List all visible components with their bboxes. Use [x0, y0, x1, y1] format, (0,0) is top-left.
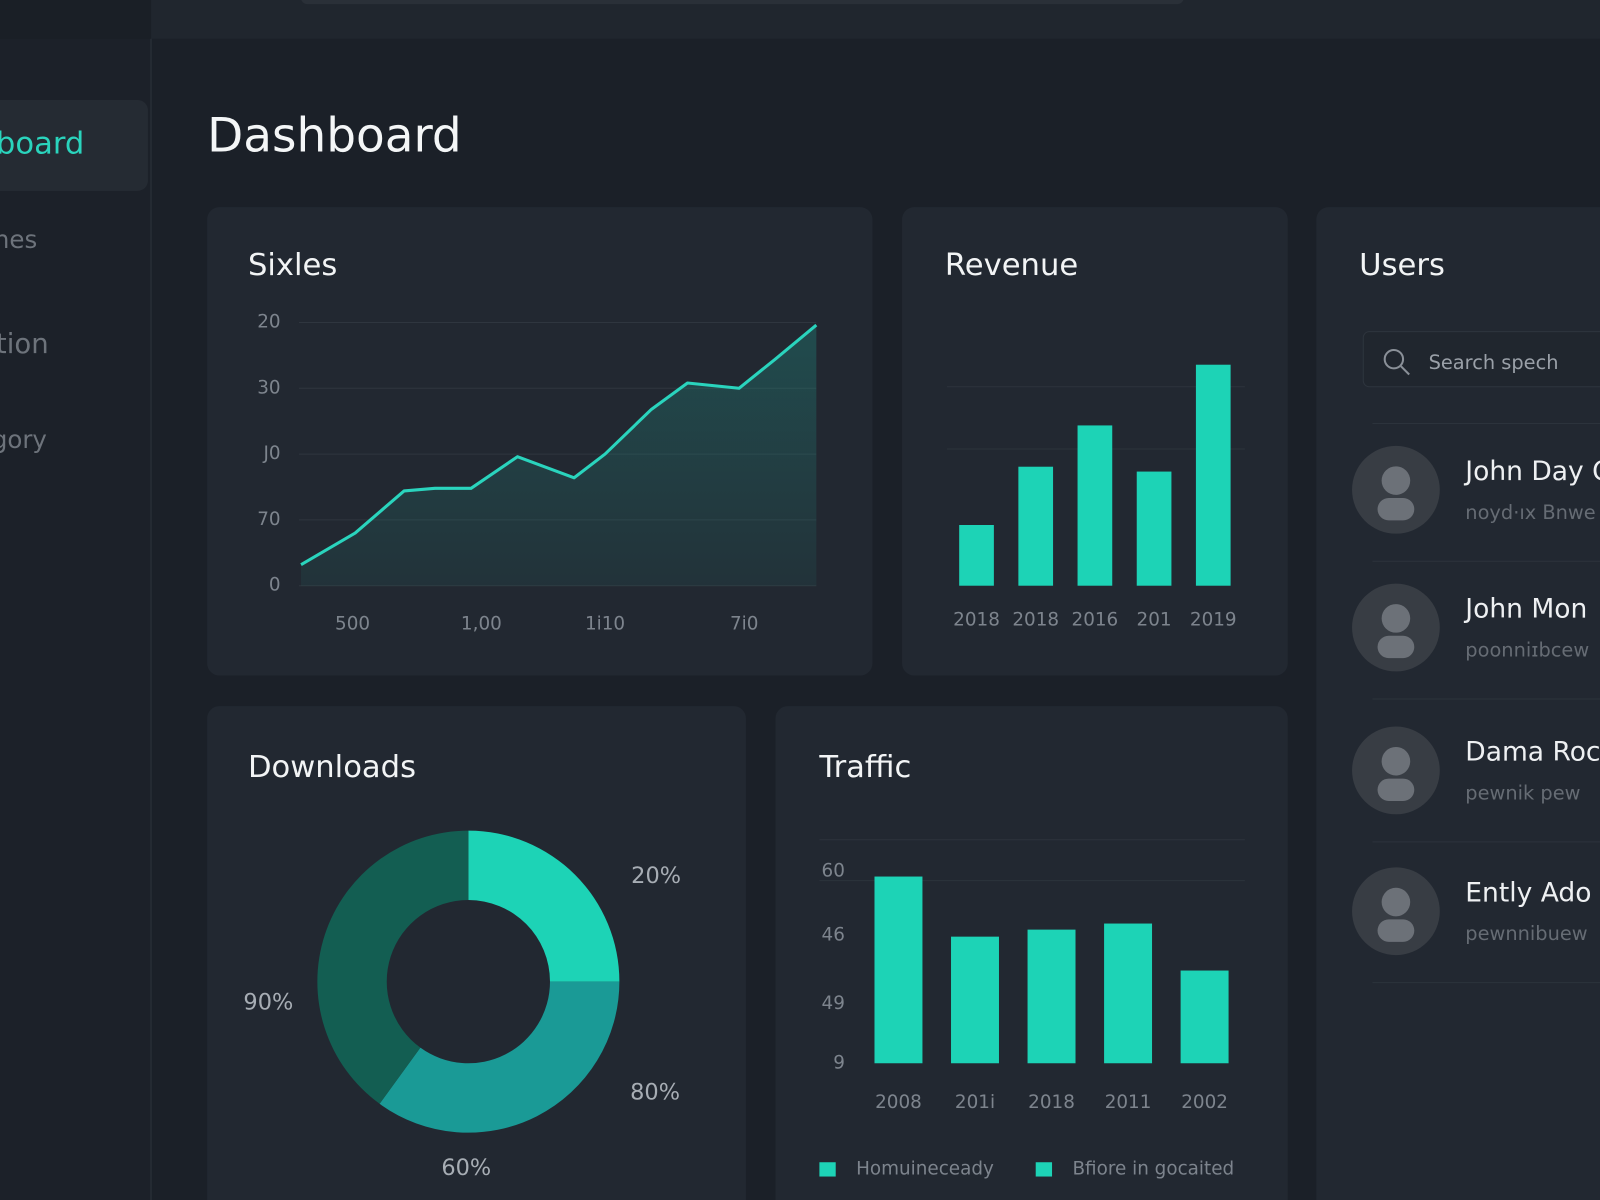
- sidebar-item[interactable]: gory: [0, 425, 47, 454]
- annotation: 20%: [631, 863, 681, 889]
- x-tick-label: 2008: [875, 1092, 922, 1113]
- bar: [874, 876, 923, 1064]
- bar: [1018, 466, 1054, 586]
- area: [301, 325, 817, 586]
- sidebar-item[interactable]: nes: [0, 225, 37, 254]
- avatar-head: [1381, 466, 1411, 495]
- x-tick-label: 1,00: [461, 613, 502, 634]
- card-title: Sixles: [248, 248, 337, 283]
- legend-swatch: [819, 1162, 836, 1177]
- avatar-head: [1381, 746, 1411, 776]
- x-tick-label: 1i10: [585, 613, 625, 634]
- y-tick-label: 0: [269, 575, 281, 596]
- y-tick-label: 49: [822, 993, 845, 1014]
- avatar-head: [1381, 887, 1411, 917]
- sidebar: [0, 0, 152, 1200]
- y-tick-label: 60: [822, 860, 845, 881]
- user-name: John Day C: [1463, 456, 1600, 487]
- legend-label: Bfiore in gocaited: [1072, 1158, 1234, 1179]
- x-tick-label: 2018: [1012, 609, 1059, 630]
- user-detail: pewnnibuew: [1465, 922, 1588, 945]
- y-tick-label: 70: [257, 509, 280, 530]
- bar: [951, 936, 999, 1064]
- user-name: John Mon: [1463, 594, 1587, 625]
- x-tick-label: 2011: [1105, 1092, 1152, 1113]
- y-tick-label: 20: [257, 311, 280, 332]
- search-box[interactable]: [1362, 331, 1600, 388]
- annotation: 60%: [441, 1155, 491, 1181]
- annotation: 90%: [243, 990, 293, 1016]
- y-tick-label: 30: [257, 377, 280, 398]
- avatar-head: [1381, 604, 1411, 633]
- donut-segment: [317, 830, 469, 1104]
- x-tick-label: 2019: [1190, 609, 1237, 630]
- top-bar: [151, 0, 1600, 39]
- search-icon: [1400, 365, 1410, 376]
- x-tick-label: 201: [1137, 609, 1172, 630]
- page-title: Dashboard: [207, 108, 462, 163]
- x-tick-label: 2018: [953, 609, 1000, 630]
- avatar-body: [1377, 919, 1415, 942]
- donut-segment: [468, 830, 620, 982]
- annotation: 80%: [630, 1079, 680, 1105]
- user-name: Ently Ado: [1465, 877, 1591, 908]
- bar: [1195, 364, 1231, 586]
- bar: [959, 525, 994, 586]
- bar: [1077, 425, 1113, 586]
- sidebar-item[interactable]: board: [0, 126, 84, 161]
- x-tick-label: 2002: [1181, 1092, 1228, 1113]
- sidebar-item[interactable]: tion: [0, 328, 49, 360]
- user-detail: pewnik pew: [1465, 781, 1580, 804]
- top-search[interactable]: [301, 0, 1184, 5]
- line: [300, 323, 818, 566]
- card-title: Traffic: [818, 750, 911, 785]
- bar: [1027, 929, 1076, 1064]
- legend-swatch: [1035, 1162, 1053, 1177]
- x-tick-label: 7i0: [730, 613, 758, 634]
- donut-segment: [379, 981, 620, 1133]
- y-tick-label: 46: [822, 924, 845, 945]
- bar: [1104, 923, 1153, 1064]
- bar: [1136, 471, 1172, 586]
- y-tick-label: 9: [833, 1052, 845, 1073]
- x-tick-label: 500: [335, 613, 370, 634]
- users-panel: Users Search spech John Day C noyd·ıx Bnw…: [1352, 248, 1600, 984]
- avatar-body: [1377, 635, 1415, 659]
- search-icon: [1383, 348, 1405, 370]
- x-tick-label: 201i: [955, 1092, 995, 1113]
- card: [207, 706, 746, 1200]
- card-title: Revenue: [945, 248, 1078, 283]
- top-bar-left: [0, 0, 152, 39]
- user-detail: noyd·ıx Bnwe: [1465, 501, 1595, 524]
- avatar-body: [1377, 497, 1415, 521]
- avatar-body: [1377, 778, 1415, 802]
- bar: [1180, 970, 1229, 1064]
- x-tick-label: 2016: [1072, 609, 1119, 630]
- card-title: Downloads: [248, 750, 416, 785]
- user-detail: poonniɪbcew: [1465, 639, 1589, 662]
- y-tick-label: J0: [263, 443, 281, 464]
- card-title: Users: [1359, 248, 1445, 283]
- legend-label: Homuineceady: [856, 1158, 994, 1179]
- search-placeholder: Search spech: [1429, 351, 1559, 374]
- user-name: Dama Roc: [1465, 737, 1600, 768]
- x-tick-label: 2018: [1028, 1092, 1075, 1113]
- sidebar-active[interactable]: [0, 100, 148, 191]
